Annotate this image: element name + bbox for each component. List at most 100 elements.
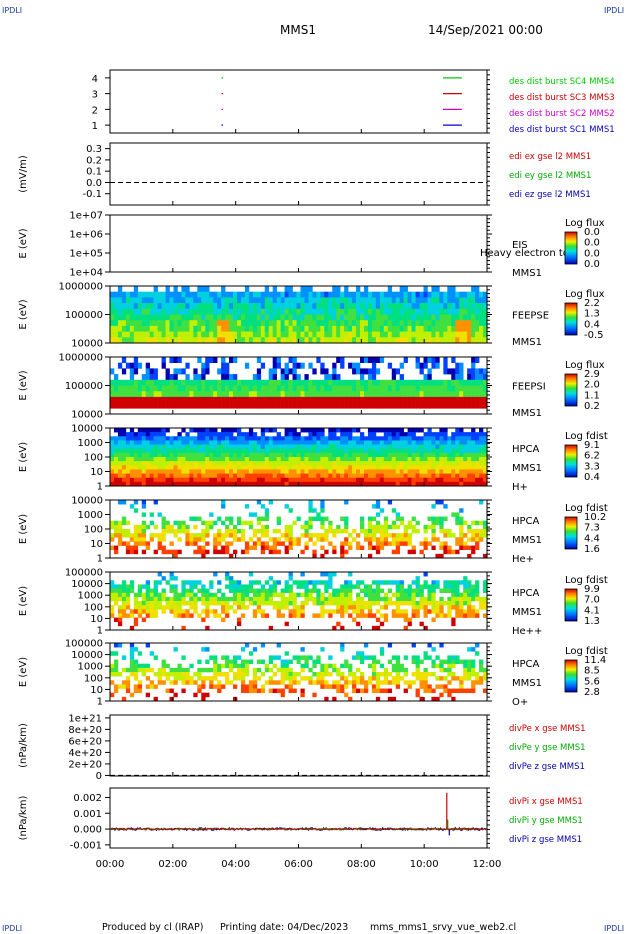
feepse-cell [161, 291, 166, 298]
hpca_hepp-cell [411, 596, 416, 602]
hpca_he-cell [415, 520, 420, 526]
hpca_he-cell [483, 533, 488, 538]
hpca_he-cell [193, 537, 198, 542]
hpca_he-cell [133, 529, 139, 534]
feepsi-colorbar-tick: 1.1 [584, 390, 600, 401]
hpca_h-cell [344, 440, 349, 445]
hpca_hepp-cell [276, 609, 281, 614]
feepsi-cell [447, 391, 452, 398]
hpca_hepp-cell [217, 596, 222, 602]
edi-frame [109, 142, 488, 206]
feepsi-cell [387, 362, 393, 369]
hpca_o-cell [356, 676, 361, 681]
hpca_o-cell [375, 680, 381, 685]
hpca_h-cell [121, 461, 127, 466]
hpca_o-cell [479, 667, 484, 673]
hpca_he-cell [395, 516, 400, 522]
feepse-cell [284, 314, 289, 321]
hpca_he-cell [308, 533, 313, 538]
hpca_hepp-cell [201, 617, 206, 623]
hpca_hepp-cell [395, 588, 400, 594]
divpe-legend-2: divPe z gse MMS1 [509, 762, 585, 772]
hpca_h-cell [110, 436, 115, 441]
hpca_h-cell [133, 444, 139, 450]
hpca_o-cell [419, 672, 424, 677]
feepsi-cell [197, 396, 202, 403]
feepsi-cell [375, 379, 381, 386]
feepsi-cell [395, 379, 400, 386]
hpca_he-cell [225, 516, 230, 522]
feepse-cell [467, 308, 472, 315]
hpca_he-cell [443, 529, 448, 534]
hpca_h-cell [236, 481, 242, 487]
feepsi-cell [348, 396, 353, 403]
footer-produced: Produced by cl (IRAP) [102, 922, 203, 933]
feepsi-cell [300, 379, 305, 386]
feepsi-ytick-label: 1000000 [58, 353, 103, 364]
feepse-cell [236, 325, 242, 332]
hpca_h-cell [221, 477, 226, 483]
hpca_h-cell [312, 432, 317, 437]
hpca_hepp-cell [467, 596, 472, 602]
hpca_he-cell [348, 545, 353, 551]
feepse-cell [177, 308, 182, 315]
hpca_hepp-cell [399, 584, 404, 589]
eis-ytick-label: 1e+06 [69, 230, 103, 241]
hpca_h-cell [185, 448, 190, 454]
hpca_hepp-cell [272, 580, 277, 585]
hpca_hepp-ytick-label: 100 [84, 602, 103, 613]
hpca_o-cell [252, 672, 258, 677]
hpca_h-cell [121, 440, 127, 445]
hpca_hepp-cell [475, 592, 480, 598]
hpca_he-cell [217, 533, 222, 538]
hpca_h-cell [121, 436, 127, 441]
feepse-cell [173, 337, 178, 344]
feepse-cell [221, 331, 226, 338]
hpca_h-cell [205, 432, 210, 437]
feepse-cell [233, 331, 238, 338]
hpca_h-cell [121, 473, 127, 479]
hpca_h-cell [189, 473, 194, 479]
hpca_he-cell [272, 529, 277, 534]
feepsi-cell [236, 402, 242, 409]
hpca_o-cell [280, 659, 285, 665]
hpca_o-cell [272, 663, 277, 669]
hpca_hepp-cell [193, 592, 198, 598]
hpca_hepp-cell [387, 580, 393, 585]
feepse-cell [399, 286, 404, 292]
hpca_h-cell [229, 436, 234, 441]
hpca_h-cell [240, 461, 246, 466]
hpca_h-cell [268, 428, 274, 433]
feepse-cell [165, 291, 170, 298]
feepsi-cell [352, 391, 357, 398]
feepse-cell [169, 320, 174, 327]
feepsi-cell [193, 391, 198, 398]
hpca_he-ytick-label: 10000 [71, 496, 103, 507]
hpca_h-cell [348, 452, 353, 458]
hpca_he-cell [459, 516, 464, 522]
hpca_h-cell [125, 457, 131, 462]
hpca_h-cell [447, 469, 452, 474]
hpca_hepp-cell [360, 596, 365, 602]
hpca_h-cell [121, 457, 127, 462]
feepsi-cell [328, 379, 333, 386]
hpca_hepp-cell [252, 596, 258, 602]
hpca_h-cell [292, 436, 297, 441]
hpca_h-cell [320, 444, 325, 450]
hpca_h-cell [403, 477, 408, 483]
hpca_o-cell [161, 659, 166, 665]
hpca_he-cell [268, 537, 274, 542]
hpca_he-cell [189, 533, 194, 538]
hpca_h-cell [121, 469, 127, 474]
feepse-cell [284, 320, 289, 327]
hpca_h-cell [213, 444, 218, 450]
hpca_o-cell [403, 672, 408, 677]
hpca_h-cell [407, 428, 412, 433]
hpca_h-cell [201, 461, 206, 466]
feepse-cell [256, 331, 262, 338]
hpca_he-cell [181, 529, 186, 534]
feepsi-cell [153, 379, 158, 386]
hpca_hepp-cell [415, 588, 420, 594]
feepse-cell [165, 297, 170, 304]
hpca_hepp-cell [451, 596, 456, 602]
